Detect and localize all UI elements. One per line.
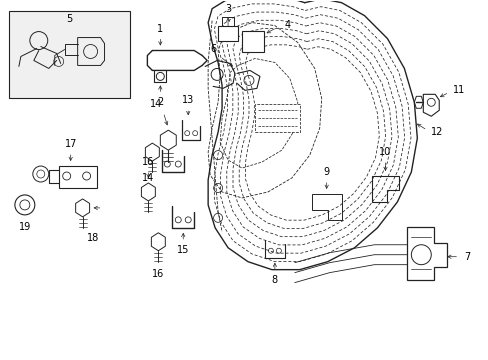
Text: 5: 5 xyxy=(66,14,73,24)
Text: 15: 15 xyxy=(177,245,189,255)
Text: 10: 10 xyxy=(379,147,391,157)
Bar xyxy=(254,104,299,132)
Bar xyxy=(9,11,130,98)
Text: 2: 2 xyxy=(157,97,163,107)
Text: 16: 16 xyxy=(152,269,164,279)
Text: 19: 19 xyxy=(19,222,31,232)
Text: 11: 11 xyxy=(452,85,465,95)
Text: 12: 12 xyxy=(430,127,443,137)
Text: 16: 16 xyxy=(142,157,154,167)
Text: 3: 3 xyxy=(224,4,231,14)
Bar xyxy=(59,166,96,188)
Text: 14: 14 xyxy=(150,99,162,109)
Bar xyxy=(242,31,264,53)
Text: 1: 1 xyxy=(157,24,163,33)
Text: 7: 7 xyxy=(463,252,469,262)
Text: 9: 9 xyxy=(323,167,329,177)
Text: 8: 8 xyxy=(271,275,277,285)
Text: 17: 17 xyxy=(64,139,77,149)
Text: 14: 14 xyxy=(142,173,154,183)
Text: 6: 6 xyxy=(210,44,216,54)
Bar xyxy=(218,26,238,41)
Text: 13: 13 xyxy=(182,95,194,105)
Text: 18: 18 xyxy=(86,233,99,243)
Text: 4: 4 xyxy=(284,19,290,30)
